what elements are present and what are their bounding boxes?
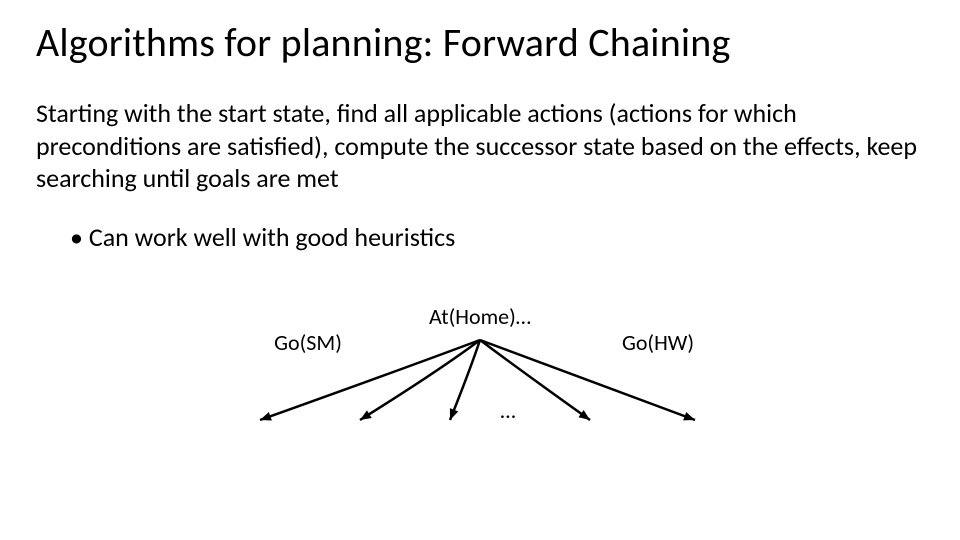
slide-title: Algorithms for planning: Forward Chainin… — [36, 18, 924, 67]
bullet-text: Can work well with good heuristics — [89, 221, 455, 253]
slide: Algorithms for planning: Forward Chainin… — [0, 0, 960, 540]
diagram-arrow — [360, 340, 480, 420]
arrowhead-icon — [360, 410, 372, 420]
diagram-root-label: At(Home)… — [429, 303, 531, 330]
diagram-label: … — [500, 397, 515, 424]
diagram-label: Go(SM) — [274, 329, 342, 356]
diagram-arrow — [480, 340, 590, 420]
forward-chaining-diagram: At(Home)… Go(SM) Go(HW) … — [0, 300, 960, 530]
arrowhead-icon — [260, 412, 272, 420]
arrowhead-icon — [683, 412, 695, 420]
diagram-label: Go(HW) — [622, 329, 694, 356]
slide-body-text: Starting with the start state, find all … — [36, 97, 924, 195]
arrowhead-icon — [450, 408, 458, 420]
slide-bullet: Can work well with good heuristics — [70, 221, 924, 254]
